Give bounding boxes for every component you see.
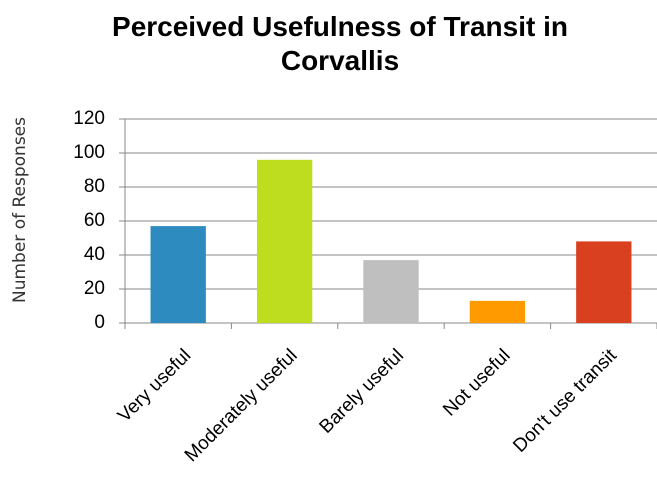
y-tick-label: 120 [73, 108, 105, 129]
chart-title: Perceived Usefulness of Transit in Corva… [112, 11, 568, 76]
y-tick-label: 40 [84, 244, 105, 265]
y-tick-label: 80 [84, 176, 105, 197]
y-tick-label: 100 [73, 142, 105, 163]
bar [256, 159, 313, 323]
x-tick-label: Very useful [114, 345, 195, 426]
y-tick-label: 0 [94, 312, 105, 333]
bar [363, 260, 419, 323]
bar [150, 226, 206, 323]
bar [576, 241, 632, 323]
y-tick-label: 60 [84, 210, 105, 231]
x-tick-label: Moderately useful [181, 345, 302, 466]
x-tick-label: Barely useful [316, 345, 409, 438]
y-axis-label: Number of Responses [10, 117, 30, 303]
bar [469, 300, 526, 323]
x-tick-label: Not useful [439, 345, 514, 420]
y-tick-label: 20 [84, 278, 105, 299]
x-tick-label: Don't use transit [509, 345, 621, 457]
